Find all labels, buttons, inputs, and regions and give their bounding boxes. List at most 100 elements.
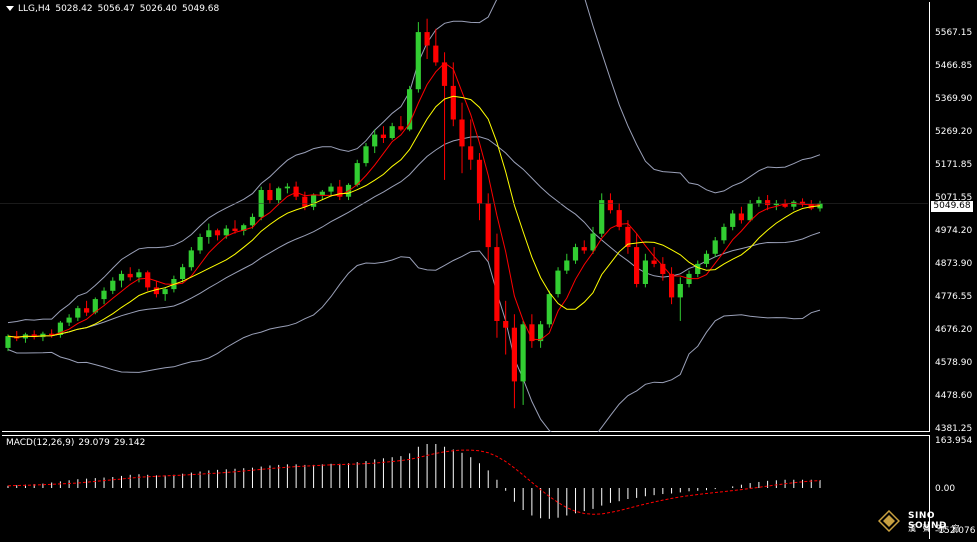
candle-body[interactable]	[773, 203, 779, 206]
candle-body[interactable]	[529, 324, 535, 342]
candle-body[interactable]	[634, 247, 640, 284]
candle-body[interactable]	[503, 321, 509, 328]
candle-body[interactable]	[101, 290, 107, 300]
candle-body[interactable]	[468, 146, 474, 160]
candle-body[interactable]	[441, 62, 448, 86]
main-price-pane[interactable]	[2, 2, 930, 432]
candle-body[interactable]	[730, 213, 736, 227]
candle-body[interactable]	[677, 284, 683, 298]
candle-body[interactable]	[197, 237, 203, 251]
candle-body[interactable]	[520, 324, 526, 382]
candle-body[interactable]	[599, 200, 605, 234]
candle-body[interactable]	[511, 327, 517, 382]
candle-body[interactable]	[756, 200, 762, 204]
candle-body[interactable]	[398, 126, 404, 130]
candle-body[interactable]	[415, 32, 421, 90]
open-value: 5028.42	[55, 4, 93, 14]
candle-body[interactable]	[616, 210, 622, 227]
candle-body[interactable]	[66, 317, 72, 323]
candle-body[interactable]	[372, 134, 378, 147]
bollinger-middle-line	[7, 136, 821, 338]
candle-body[interactable]	[459, 119, 465, 147]
candle-body[interactable]	[241, 225, 247, 231]
candle-body[interactable]	[267, 190, 273, 201]
candle-body[interactable]	[302, 196, 308, 207]
candle-body[interactable]	[136, 272, 142, 278]
candle-body[interactable]	[450, 85, 456, 120]
candle-body[interactable]	[5, 336, 11, 348]
logo-mark-icon	[878, 510, 900, 532]
candle-body[interactable]	[590, 233, 596, 251]
candle-body[interactable]	[337, 186, 343, 197]
candle-body[interactable]	[276, 188, 282, 201]
bollinger-lower-line	[7, 250, 821, 432]
candle-body[interactable]	[389, 126, 395, 138]
candle-body[interactable]	[607, 200, 613, 211]
candle-body[interactable]	[747, 203, 753, 221]
candle-body[interactable]	[249, 216, 256, 226]
candle-body[interactable]	[765, 200, 771, 206]
price-axis-label: 4381.25	[935, 424, 973, 434]
candle-body[interactable]	[127, 273, 133, 278]
candle-body[interactable]	[791, 201, 797, 207]
candle-body[interactable]	[564, 260, 570, 271]
candle-body[interactable]	[319, 191, 325, 196]
candle-body[interactable]	[223, 228, 229, 236]
candle-body[interactable]	[572, 247, 579, 261]
candle-body[interactable]	[703, 253, 710, 264]
candle-body[interactable]	[57, 322, 63, 335]
candle-body[interactable]	[738, 213, 744, 221]
candle-body[interactable]	[407, 89, 413, 130]
candle-body[interactable]	[380, 134, 386, 138]
candle-body[interactable]	[721, 226, 727, 241]
candle-body[interactable]	[695, 263, 701, 274]
candle-body[interactable]	[84, 308, 90, 313]
candle-body[interactable]	[555, 270, 561, 295]
candle-body[interactable]	[232, 228, 238, 231]
logo-name: SINO SOUND	[908, 511, 947, 531]
candle-body[interactable]	[476, 159, 483, 204]
candle-body[interactable]	[284, 186, 290, 189]
candle-body[interactable]	[206, 230, 212, 237]
candle-body[interactable]	[49, 333, 55, 335]
dropdown-triangle-icon[interactable]	[6, 6, 14, 11]
price-chart-canvas[interactable]	[0, 0, 930, 432]
candle-body[interactable]	[31, 334, 37, 338]
macd-pane[interactable]	[2, 435, 930, 539]
candle-body[interactable]	[660, 263, 666, 274]
candle-body[interactable]	[145, 272, 151, 288]
candle-body[interactable]	[538, 324, 544, 342]
candle-body[interactable]	[642, 260, 648, 285]
candle-body[interactable]	[625, 226, 631, 247]
candle-body[interactable]	[424, 32, 430, 46]
price-axis-label: 5466.85	[935, 61, 973, 71]
candle-body[interactable]	[546, 294, 552, 325]
candle-body[interactable]	[494, 247, 500, 321]
candle-body[interactable]	[118, 273, 125, 281]
candle-body[interactable]	[485, 203, 491, 248]
candle-body[interactable]	[799, 201, 806, 205]
candle-body[interactable]	[782, 203, 788, 207]
candle-body[interactable]	[188, 250, 194, 268]
candle-body[interactable]	[712, 240, 718, 254]
candle-body[interactable]	[651, 260, 657, 264]
candle-body[interactable]	[92, 299, 98, 313]
candle-body[interactable]	[311, 195, 317, 207]
candle-body[interactable]	[293, 186, 299, 197]
candle-body[interactable]	[180, 267, 186, 279]
chart-header[interactable]: LLG,H4 5028.42 5056.47 5026.40 5049.68	[6, 4, 224, 14]
candle-body[interactable]	[153, 287, 159, 295]
low-value: 5026.40	[139, 4, 178, 14]
candle-body[interactable]	[214, 230, 221, 236]
candle-body[interactable]	[433, 45, 439, 63]
macd-main-value: 29.079	[78, 438, 110, 448]
candle-body[interactable]	[162, 289, 168, 295]
candle-body[interactable]	[110, 280, 116, 291]
candle-body[interactable]	[363, 146, 369, 164]
candle-body[interactable]	[669, 273, 675, 298]
candle-body[interactable]	[75, 308, 81, 318]
candle-body[interactable]	[354, 163, 360, 185]
candle-body[interactable]	[328, 186, 334, 192]
bollinger-upper-line	[7, 0, 821, 324]
candle-body[interactable]	[581, 247, 587, 251]
